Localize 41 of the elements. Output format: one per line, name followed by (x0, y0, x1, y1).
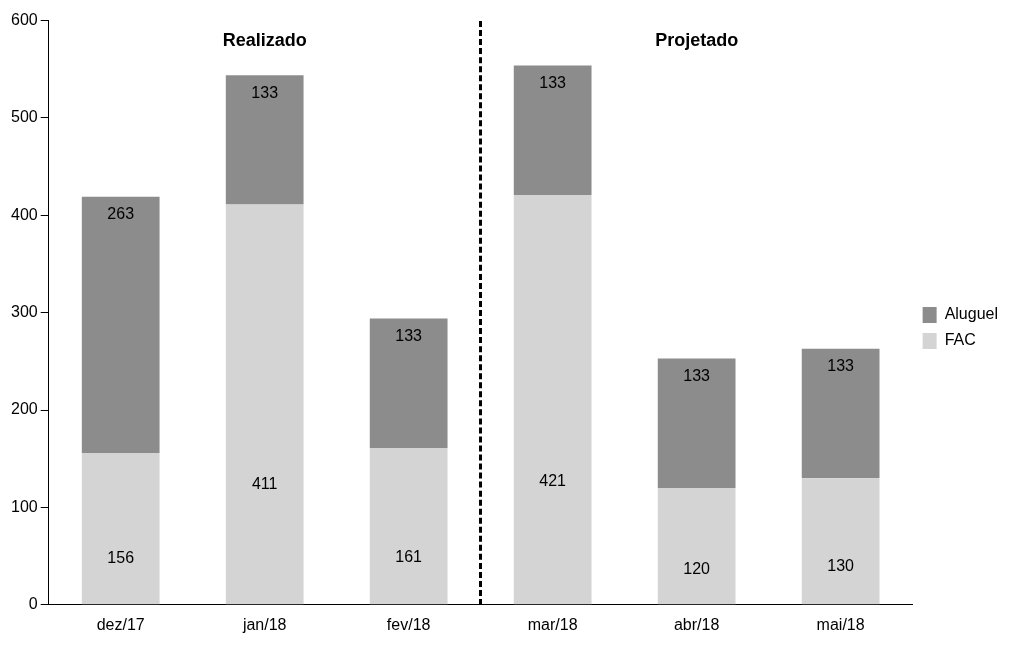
bar (801, 478, 880, 605)
data-label: 130 (827, 556, 855, 574)
legend-label: Aluguel (944, 305, 998, 323)
y-tick-label: 400 (10, 205, 38, 223)
y-tick-label: 600 (10, 11, 38, 29)
bar (81, 452, 160, 605)
bar (225, 75, 304, 205)
bar (801, 348, 880, 479)
data-label: 120 (683, 559, 711, 577)
annotation: Projetado (655, 29, 739, 50)
bar (225, 204, 304, 605)
y-tick-label: 500 (10, 108, 38, 126)
data-label: 161 (395, 547, 423, 565)
x-tick-label: mai/18 (816, 615, 865, 633)
x-tick-label: jan/18 (241, 615, 287, 633)
data-label: 133 (251, 83, 279, 101)
data-label: 133 (395, 326, 423, 344)
x-tick-label: fev/18 (386, 615, 431, 633)
x-tick-label: abr/18 (673, 615, 720, 633)
legend-label: FAC (944, 331, 976, 349)
x-tick-label: mar/18 (527, 615, 578, 633)
data-label: 156 (107, 549, 135, 567)
bar (513, 65, 592, 195)
y-tick-label: 300 (10, 303, 38, 321)
y-tick-label: 200 (10, 400, 38, 418)
bar (657, 487, 736, 605)
bar (657, 358, 736, 488)
bar (81, 196, 160, 453)
bar (369, 448, 448, 605)
bar (369, 318, 448, 449)
y-tick-label: 100 (10, 497, 38, 515)
bar (513, 194, 592, 605)
data-label: 263 (107, 205, 135, 223)
x-tick-label: dez/17 (96, 615, 145, 633)
y-tick-label: 0 (28, 595, 38, 613)
data-label: 411 (251, 474, 278, 492)
data-label: 133 (827, 357, 855, 375)
data-label: 421 (539, 471, 567, 489)
data-label: 133 (683, 366, 711, 384)
data-label: 133 (539, 73, 567, 91)
annotation: Realizado (222, 29, 307, 50)
